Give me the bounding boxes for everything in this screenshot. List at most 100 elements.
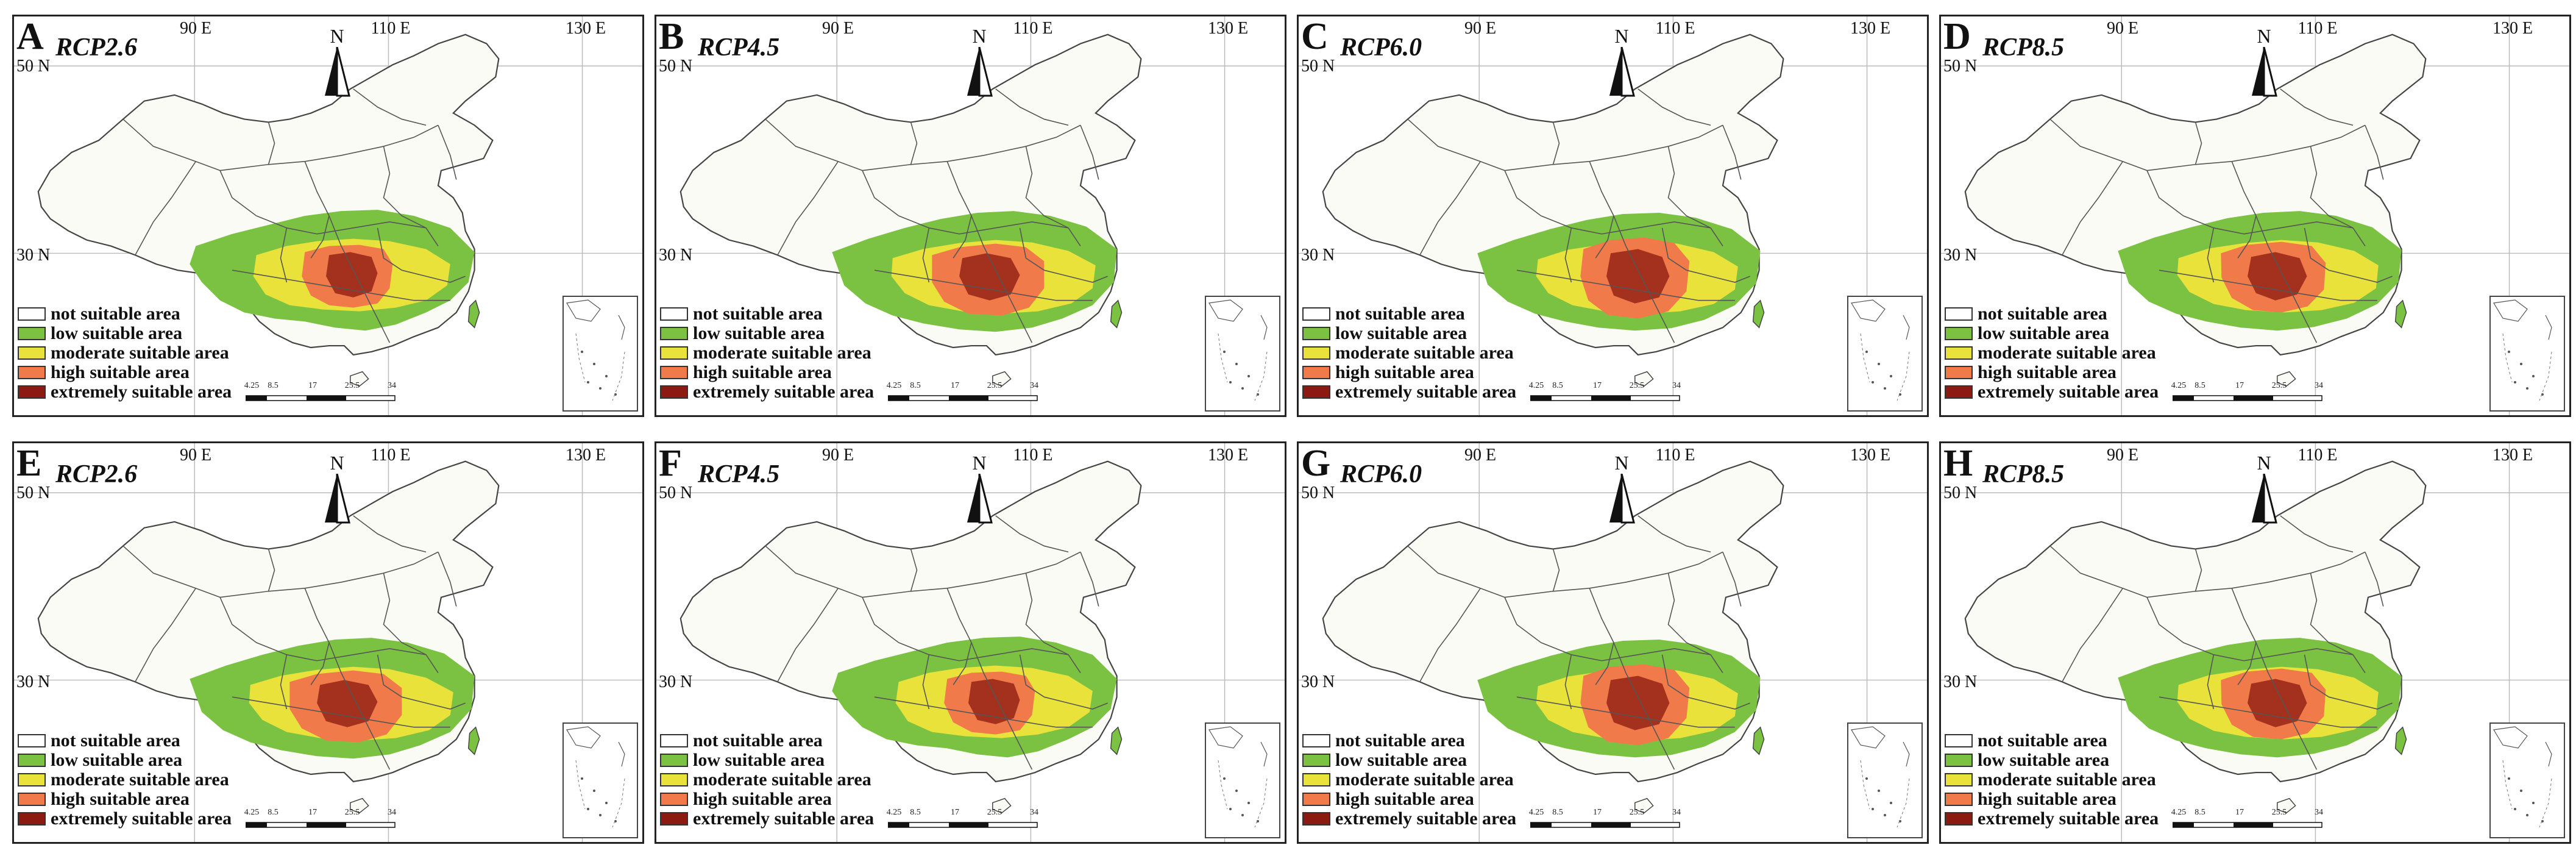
scale-label: 17: [2235, 381, 2244, 390]
latitude-label: 50 N: [659, 57, 693, 76]
province-boundary: [971, 642, 1033, 770]
province-boundary: [135, 161, 196, 255]
province-boundary: [862, 124, 1081, 171]
legend-swatch: [1302, 307, 1330, 321]
legend-item: extremely suitable area: [660, 382, 874, 402]
legend-item: not suitable area: [660, 730, 874, 751]
legend-swatch: [1945, 754, 1973, 767]
north-arrow-letter: N: [1614, 25, 1629, 47]
scale-label: 17: [308, 808, 317, 817]
island-dot: [2508, 351, 2510, 353]
scale-label: 25.5: [344, 808, 360, 817]
scale-label: 34: [388, 808, 396, 817]
province-boundary: [268, 122, 275, 165]
scale-label: 17: [2235, 808, 2244, 817]
north-arrow-letter: N: [2257, 452, 2271, 474]
longitude-label: 90 E: [1464, 446, 1497, 465]
legend-swatch: [1302, 346, 1330, 360]
province-boundary: [219, 124, 439, 171]
province-boundaries: [2049, 88, 2393, 343]
scale-label: 25.5: [2271, 808, 2287, 817]
taiwan-island: [1752, 299, 1765, 329]
extremely-suitable-zone: [1606, 249, 1670, 304]
province-boundary: [1019, 227, 1045, 271]
legend-label: extremely suitable area: [51, 382, 232, 402]
legend-label: moderate suitable area: [1978, 343, 2156, 363]
island-dot: [1865, 777, 1868, 780]
province-boundary: [1552, 549, 1560, 591]
inset-map: [1851, 726, 1910, 828]
province-boundary: [1564, 227, 1572, 283]
legend-item: extremely suitable area: [660, 808, 874, 829]
legend-swatch: [1945, 327, 1973, 340]
legend-label: not suitable area: [693, 730, 823, 751]
extremely-suitable-zone: [968, 679, 1020, 724]
hainan-island: [350, 371, 369, 387]
island-dot: [2541, 393, 2544, 396]
province-boundary: [765, 118, 899, 216]
scale-label: 34: [1672, 808, 1681, 817]
province-boundary: [995, 88, 1069, 126]
legend-item: not suitable area: [18, 730, 232, 751]
scale-label: 34: [388, 381, 396, 390]
scale-label: 25.5: [987, 381, 1002, 390]
island-dot: [1247, 802, 1250, 804]
province-boundary: [353, 515, 427, 553]
legend-label: high suitable area: [1335, 789, 1474, 809]
south-china-sea-inset: [2489, 296, 2565, 412]
suitability-map: [1941, 443, 2569, 842]
province-boundary: [2231, 161, 2257, 259]
scale-label: 4.25: [244, 381, 260, 390]
province-boundary: [1044, 696, 1108, 710]
legend-label: moderate suitable area: [693, 769, 871, 790]
province-boundaries: [122, 515, 466, 770]
map-legend: not suitable area low suitable area modera…: [1302, 730, 1516, 829]
legend-item: not suitable area: [1945, 304, 2159, 324]
longitude-label: 130 E: [1850, 19, 1891, 38]
legend-item: low suitable area: [660, 323, 874, 343]
province-boundary: [1613, 642, 1675, 770]
legend-label: not suitable area: [1335, 304, 1465, 324]
hainan-island: [1634, 797, 1654, 814]
province-boundary: [2329, 269, 2393, 283]
legend-item: moderate suitable area: [1302, 769, 1516, 790]
legend-item: moderate suitable area: [1945, 343, 2159, 363]
province-boundary: [1637, 88, 1711, 126]
scale-label: 25.5: [344, 381, 360, 390]
legend-item: moderate suitable area: [1302, 343, 1516, 363]
latitude-label: 30 N: [1943, 672, 1978, 691]
legend-item: high suitable area: [18, 362, 232, 382]
scenario-label: RCP6.0: [1340, 34, 1422, 62]
province-boundary: [2207, 654, 2215, 710]
legend-label: low suitable area: [51, 750, 183, 770]
legend-item: extremely suitable area: [1302, 382, 1516, 402]
scale-label: 17: [308, 381, 317, 390]
map-legend: not suitable area low suitable area modera…: [660, 730, 874, 829]
scale-label: 25.5: [1629, 381, 1645, 390]
island-dot: [1899, 393, 1901, 396]
province-boundary: [1564, 654, 1572, 710]
south-china-sea-inset: [562, 296, 638, 412]
province-boundary: [1637, 515, 1711, 553]
province-boundary: [2280, 515, 2354, 553]
longitude-label: 130 E: [2492, 19, 2533, 38]
north-arrow: N: [961, 26, 998, 99]
province-boundary: [1613, 215, 1675, 343]
legend-swatch: [660, 307, 688, 321]
legend-swatch: [660, 346, 688, 360]
province-boundary: [1080, 552, 1099, 607]
scale-label: 17: [951, 381, 959, 390]
province-boundary: [1504, 551, 1723, 598]
island-dot: [1257, 393, 1259, 396]
island-dot: [2532, 802, 2535, 804]
province-boundary: [1722, 125, 1742, 180]
province-boundary: [2062, 161, 2123, 255]
map-legend: not suitable area low suitable area modera…: [1945, 730, 2159, 829]
legend-swatch: [1302, 385, 1330, 399]
inset-map: [1208, 726, 1268, 828]
north-arrow: N: [2246, 453, 2282, 526]
island-dot: [587, 381, 589, 383]
scale-label: 4.25: [244, 808, 260, 817]
taiwan-island: [467, 299, 480, 329]
legend-item: low suitable area: [1945, 750, 2159, 770]
